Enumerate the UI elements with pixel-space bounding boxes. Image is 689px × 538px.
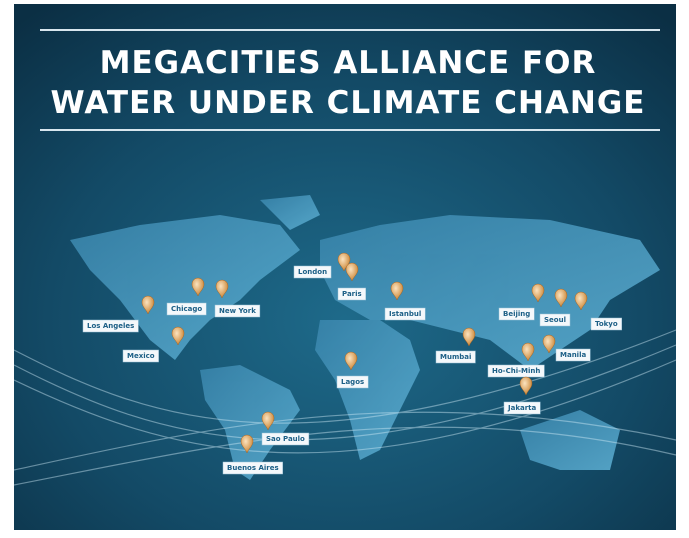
title-line: MEGACITIES ALLIANCE FOR	[100, 45, 597, 81]
pin	[462, 327, 476, 347]
city-label: Chicago	[171, 305, 202, 313]
city: Chicago	[166, 277, 207, 316]
pin	[554, 288, 568, 308]
city: Ho-Chi-Minh	[487, 342, 545, 378]
label-box	[293, 265, 332, 279]
city: Istanbul	[384, 281, 426, 321]
city: New York	[214, 279, 261, 318]
city-label: Mexico	[127, 352, 155, 360]
pin	[390, 281, 404, 301]
city-label: Seoul	[544, 316, 566, 324]
city: Paris	[337, 262, 366, 301]
city-label: Lagos	[341, 378, 364, 386]
city: Lagos	[336, 351, 369, 389]
city-label: Los Angeles	[87, 322, 134, 330]
pin	[191, 277, 205, 297]
label-box	[590, 317, 622, 331]
city: Seoul	[539, 288, 571, 327]
label-box	[337, 287, 366, 301]
city-label: Beijing	[503, 310, 530, 318]
city: London	[293, 252, 351, 279]
city: Manila	[542, 334, 591, 362]
label-box	[539, 313, 571, 327]
city: Tokyo	[574, 291, 622, 331]
city: Beijing	[498, 283, 545, 321]
world-map	[70, 195, 660, 480]
pin	[171, 326, 185, 346]
city-label: London	[298, 268, 327, 276]
pin	[344, 351, 358, 371]
pin	[215, 279, 229, 299]
city: Jakarta	[503, 376, 541, 415]
city-label: Paris	[342, 290, 362, 298]
city: Mumbai	[435, 327, 476, 364]
label-box	[435, 350, 476, 364]
pin	[531, 283, 545, 303]
city-label: Tokyo	[595, 320, 618, 328]
label-box	[555, 348, 591, 362]
label-box	[487, 364, 545, 378]
pin	[519, 376, 533, 396]
label-box	[503, 401, 541, 415]
label-box	[336, 375, 369, 389]
label-box	[384, 307, 426, 321]
title-line: WATER UNDER CLIMATE CHANGE	[51, 85, 646, 121]
label-box	[261, 432, 310, 446]
city-label: Buenos Aires	[227, 464, 279, 472]
label-box	[214, 304, 261, 318]
city: Buenos Aires	[222, 434, 283, 475]
pin	[574, 291, 588, 311]
city-label: New York	[219, 307, 256, 315]
label-box	[498, 307, 535, 321]
pin	[141, 295, 155, 315]
pin	[542, 334, 556, 354]
pin	[240, 434, 254, 454]
city-label: Jakarta	[507, 404, 537, 412]
label-box	[166, 302, 207, 316]
city: Mexico	[122, 326, 185, 363]
pin	[261, 411, 275, 431]
city: Sao Paulo	[261, 411, 310, 446]
city-label: Mumbai	[440, 353, 471, 361]
city-label: Sao Paulo	[266, 435, 305, 443]
city-label: Istanbul	[389, 310, 421, 318]
label-box	[82, 319, 139, 333]
label-box	[122, 349, 159, 363]
pin	[345, 262, 359, 282]
pin	[521, 342, 535, 362]
city: Los Angeles	[82, 295, 155, 333]
label-box	[222, 461, 283, 475]
city-label: Manila	[560, 351, 586, 359]
city-label: Ho-Chi-Minh	[492, 367, 540, 375]
cities: London Paris Istanbul Chicago New York Los An…	[82, 252, 622, 475]
